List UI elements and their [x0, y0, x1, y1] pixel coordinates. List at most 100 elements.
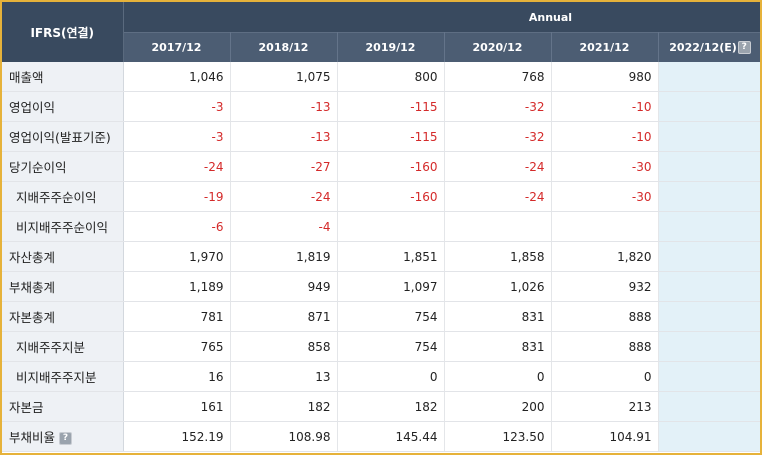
value-cell: 765 [123, 331, 231, 362]
value-cell: 888 [551, 301, 659, 332]
period-header-0: 2017/12 [123, 32, 231, 62]
value-cell: 16 [123, 361, 231, 392]
row-label: 매출액 [2, 62, 124, 92]
value-cell: 1,075 [230, 62, 338, 92]
period-label: 2020/12 [472, 41, 523, 54]
table-row: 자산총계 1,970 1,819 1,851 1,858 1,820 [2, 241, 760, 272]
value-cell: -4 [230, 211, 338, 242]
value-cell: 1,046 [123, 62, 231, 92]
help-icon[interactable]: ? [737, 41, 751, 55]
table-row: 비지배주주지분 16 13 0 0 0 [2, 361, 760, 392]
period-header-row: 2017/12 2018/12 2019/12 2020/12 2021/12 2022/… [2, 32, 760, 62]
period-header-1: 2018/12 [230, 32, 338, 62]
value-cell [658, 181, 760, 212]
period-label: 2018/12 [258, 41, 309, 54]
period-header-2: 2019/12 [337, 32, 445, 62]
value-cell: 13 [230, 361, 338, 392]
period-header-3: 2020/12 [444, 32, 552, 62]
value-cell: 123.50 [444, 421, 552, 452]
value-cell: -115 [337, 91, 445, 122]
value-cell: 831 [444, 301, 552, 332]
table-row: 지배주주순이익 -19 -24 -160 -24 -30 [2, 181, 760, 212]
table-row: 지배주주지분 765 858 754 831 888 [2, 331, 760, 362]
table-row: 부채총계 1,189 949 1,097 1,026 932 [2, 271, 760, 302]
value-cell: 800 [337, 62, 445, 92]
value-cell [658, 361, 760, 392]
row-label: 부채총계 [2, 271, 124, 302]
value-cell: -115 [337, 121, 445, 152]
period-label: 2021/12 [579, 41, 630, 54]
row-label-text: 매출액 [9, 70, 44, 85]
row-label-text: 영업이익(발표기준) [9, 130, 111, 145]
row-label: 지배주주지분 [2, 331, 124, 362]
value-cell [658, 241, 760, 272]
row-label-text: 자산총계 [9, 250, 56, 265]
value-cell: -30 [551, 151, 659, 182]
value-cell: -24 [123, 151, 231, 182]
period-label: 2017/12 [151, 41, 202, 54]
value-cell [658, 391, 760, 422]
row-label-text: 비지배주주순이익 [16, 220, 109, 235]
value-cell: 200 [444, 391, 552, 422]
row-label: 지배주주순이익 [2, 181, 124, 212]
value-cell: 1,189 [123, 271, 231, 302]
row-label: 비지배주주지분 [2, 361, 124, 392]
row-label: 자산총계 [2, 241, 124, 272]
table-row: 부채비율? 152.19 108.98 145.44 123.50 104.91 [2, 421, 760, 452]
row-label: 부채비율? [2, 421, 124, 452]
value-cell: 152.19 [123, 421, 231, 452]
value-cell: 161 [123, 391, 231, 422]
value-cell [444, 211, 552, 242]
period-header-5: 2022/12(E)? [658, 32, 760, 62]
table-row: 영업이익(발표기준) -3 -13 -115 -32 -10 [2, 121, 760, 152]
value-cell: -6 [123, 211, 231, 242]
value-cell: 1,819 [230, 241, 338, 272]
value-cell: -32 [444, 121, 552, 152]
value-cell: -24 [444, 151, 552, 182]
period-label: 2019/12 [365, 41, 416, 54]
value-cell: 104.91 [551, 421, 659, 452]
value-cell [658, 121, 760, 152]
value-cell [658, 91, 760, 122]
value-cell [658, 151, 760, 182]
value-cell: 781 [123, 301, 231, 332]
value-cell [337, 211, 445, 242]
value-cell: -24 [230, 181, 338, 212]
value-cell [658, 301, 760, 332]
table-row: 자본총계 781 871 754 831 888 [2, 301, 760, 332]
value-cell: 1,820 [551, 241, 659, 272]
row-label-text: 지배주주순이익 [16, 190, 97, 205]
help-icon[interactable]: ? [59, 432, 73, 445]
period-label: 2022/12(E) [669, 40, 737, 54]
value-cell: 0 [551, 361, 659, 392]
value-cell: 980 [551, 62, 659, 92]
value-cell: -24 [444, 181, 552, 212]
value-cell [551, 211, 659, 242]
annual-header: Annual [123, 2, 760, 33]
value-cell: 1,858 [444, 241, 552, 272]
value-cell: 768 [444, 62, 552, 92]
value-cell: 932 [551, 271, 659, 302]
value-cell: -3 [123, 91, 231, 122]
value-cell: 888 [551, 331, 659, 362]
value-cell: 754 [337, 301, 445, 332]
value-cell: -13 [230, 91, 338, 122]
value-cell: -27 [230, 151, 338, 182]
value-cell: 1,026 [444, 271, 552, 302]
value-cell [658, 211, 760, 242]
row-label-text: 지배주주지분 [16, 340, 86, 355]
value-cell: 871 [230, 301, 338, 332]
value-cell: 858 [230, 331, 338, 362]
value-cell: -10 [551, 91, 659, 122]
value-cell: -10 [551, 121, 659, 152]
table-row: 자본금 161 182 182 200 213 [2, 391, 760, 422]
row-label: 당기순이익 [2, 151, 124, 182]
row-label-text: 자본금 [9, 400, 44, 415]
value-cell: 182 [230, 391, 338, 422]
table-row: 당기순이익 -24 -27 -160 -24 -30 [2, 151, 760, 182]
value-cell [658, 331, 760, 362]
table-row: 매출액 1,046 1,075 800 768 980 [2, 62, 760, 92]
value-cell [658, 271, 760, 302]
